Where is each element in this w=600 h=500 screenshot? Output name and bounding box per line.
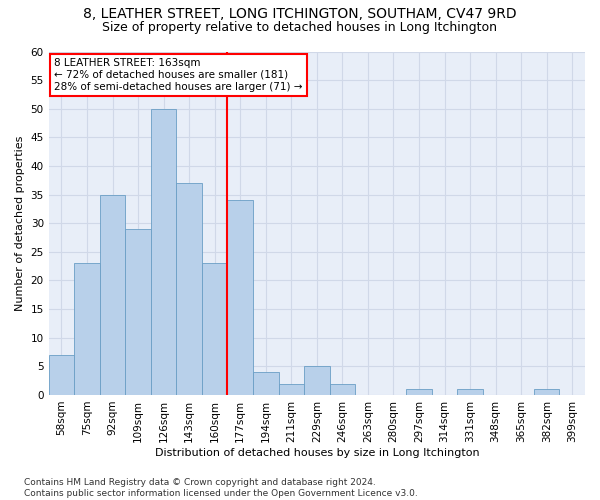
Text: 8 LEATHER STREET: 163sqm
← 72% of detached houses are smaller (181)
28% of semi-: 8 LEATHER STREET: 163sqm ← 72% of detach… bbox=[54, 58, 302, 92]
Bar bbox=[329, 384, 355, 395]
Bar bbox=[457, 389, 483, 395]
Bar bbox=[304, 366, 329, 395]
Text: Contains HM Land Registry data © Crown copyright and database right 2024.
Contai: Contains HM Land Registry data © Crown c… bbox=[24, 478, 418, 498]
Bar bbox=[534, 389, 559, 395]
Bar bbox=[151, 108, 176, 395]
Bar bbox=[202, 264, 227, 395]
X-axis label: Distribution of detached houses by size in Long Itchington: Distribution of detached houses by size … bbox=[155, 448, 479, 458]
Bar bbox=[227, 200, 253, 395]
Bar bbox=[125, 229, 151, 395]
Bar bbox=[100, 194, 125, 395]
Bar bbox=[74, 264, 100, 395]
Bar bbox=[278, 384, 304, 395]
Text: 8, LEATHER STREET, LONG ITCHINGTON, SOUTHAM, CV47 9RD: 8, LEATHER STREET, LONG ITCHINGTON, SOUT… bbox=[83, 8, 517, 22]
Y-axis label: Number of detached properties: Number of detached properties bbox=[15, 136, 25, 311]
Bar bbox=[253, 372, 278, 395]
Bar bbox=[176, 183, 202, 395]
Bar bbox=[49, 355, 74, 395]
Bar bbox=[406, 389, 432, 395]
Text: Size of property relative to detached houses in Long Itchington: Size of property relative to detached ho… bbox=[103, 21, 497, 34]
